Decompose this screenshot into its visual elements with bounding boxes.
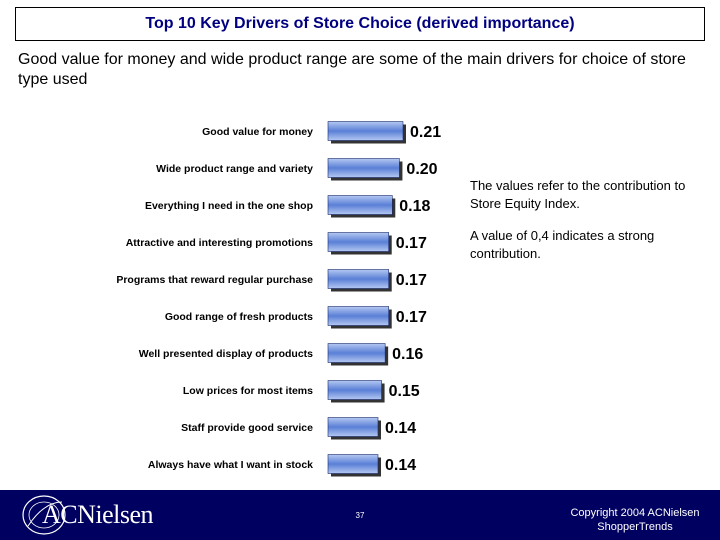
value-label: 0.20 [406, 161, 437, 178]
category-label: Low prices for most items [183, 385, 313, 397]
category-label: Wide product range and variety [156, 163, 313, 175]
logo-wordmark: ACNielsen [42, 500, 154, 529]
category-label: Staff provide good service [181, 422, 313, 434]
value-label: 0.14 [385, 420, 416, 437]
value-label: 0.17 [396, 235, 427, 252]
category-label: Well presented display of products [139, 348, 313, 360]
category-label: Always have what I want in stock [148, 459, 313, 471]
copyright-text: Copyright 2004 ACNielsen ShopperTrends [560, 506, 710, 534]
category-label: Attractive and interesting promotions [126, 237, 313, 249]
footer-bar: ACNielsen 37 Copyright 2004 ACNielsen Sh… [0, 490, 720, 540]
page-number: 37 [355, 511, 365, 520]
category-label: Good range of fresh products [165, 311, 313, 323]
slide-subtitle: Good value for money and wide product ra… [18, 51, 686, 88]
bar [327, 380, 382, 400]
bar [327, 232, 390, 252]
note-equity-index: The values refer to the contribution to … [470, 178, 686, 211]
copyright-brand: ShopperTrends [597, 521, 673, 533]
value-label: 0.16 [392, 346, 423, 363]
value-label: 0.15 [389, 383, 420, 400]
category-label: Programs that reward regular purchase [116, 274, 313, 286]
bar [327, 158, 400, 178]
bar [327, 306, 390, 326]
bar [327, 195, 393, 215]
category-label: Everything I need in the one shop [145, 200, 313, 212]
category-label: Good value for money [202, 126, 313, 138]
value-label: 0.14 [385, 457, 416, 474]
value-label: 0.17 [396, 309, 427, 326]
value-label: 0.18 [399, 198, 430, 215]
bar-chart: Good value for money 0.21 Wide product ran… [116, 121, 441, 477]
value-label: 0.21 [410, 124, 441, 141]
bar [327, 343, 386, 363]
note-strong-contribution: A value of 0,4 indicates a strong contri… [470, 228, 655, 261]
copyright-line: Copyright 2004 ACNielsen [570, 507, 700, 519]
bar [327, 121, 404, 141]
acnielsen-logo [22, 495, 66, 535]
bar [327, 454, 379, 474]
bar [327, 269, 390, 289]
slide-title: Top 10 Key Drivers of Store Choice (deri… [15, 7, 705, 41]
bar [327, 417, 379, 437]
value-label: 0.17 [396, 272, 427, 289]
